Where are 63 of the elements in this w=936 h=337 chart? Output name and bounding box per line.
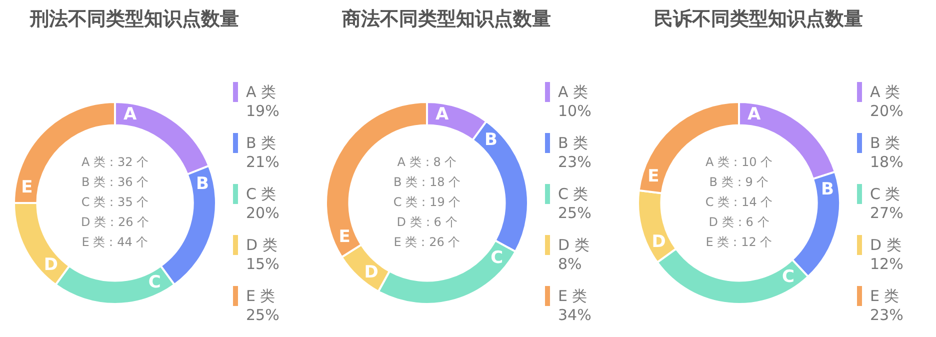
legend-label: C 类 bbox=[558, 184, 588, 204]
text: C bbox=[490, 248, 504, 268]
legend-label: A 类 bbox=[246, 82, 276, 102]
text: B bbox=[196, 174, 209, 194]
text: E 类：44 个 bbox=[82, 235, 148, 250]
data-label: 20% bbox=[245, 204, 280, 223]
text: B bbox=[484, 130, 498, 150]
legend-label: A 类 bbox=[870, 82, 900, 102]
legend-label: A 类 bbox=[558, 82, 588, 102]
data-label: 23% bbox=[557, 153, 592, 172]
legend-label: D 类 bbox=[870, 236, 902, 254]
legend-label: D 类 bbox=[558, 236, 590, 254]
chart-title: 刑法不同类型知识点数量 bbox=[30, 7, 239, 32]
text: D 类：6 个 bbox=[396, 215, 458, 230]
data-label: 18% bbox=[869, 153, 904, 172]
text: E bbox=[338, 226, 350, 247]
text: C bbox=[148, 272, 161, 293]
text: B 类：36 个 bbox=[81, 175, 149, 190]
text: D 类：26 个 bbox=[80, 215, 150, 230]
text: A bbox=[124, 104, 137, 124]
data-label: 8% bbox=[557, 255, 583, 274]
legend-label: E 类 bbox=[558, 286, 588, 306]
data-label: 15% bbox=[245, 255, 280, 274]
data-label: 25% bbox=[245, 306, 280, 325]
text: E bbox=[648, 166, 660, 186]
data-label: 21% bbox=[245, 153, 280, 172]
text: A 类：8 个 bbox=[397, 155, 457, 170]
text: E 类：12 个 bbox=[706, 235, 772, 250]
legend-label: C 类 bbox=[870, 184, 900, 204]
text: B bbox=[820, 180, 834, 200]
text: E bbox=[21, 177, 33, 198]
legend-label: B 类 bbox=[558, 134, 588, 152]
text: E 类：26 个 bbox=[394, 235, 460, 250]
text: D bbox=[652, 232, 666, 252]
text: A 类：32 个 bbox=[81, 155, 149, 170]
data-label: 10% bbox=[557, 102, 592, 121]
data-label: 25% bbox=[557, 204, 592, 223]
legend-label: B 类 bbox=[246, 134, 276, 152]
text: D bbox=[364, 262, 378, 282]
text: A bbox=[436, 104, 449, 124]
text: A 类：10 个 bbox=[705, 155, 773, 170]
data-label: 12% bbox=[869, 255, 904, 274]
data-label: 27% bbox=[869, 204, 904, 223]
text: B 类：9 个 bbox=[709, 175, 769, 190]
text: C 类：19 个 bbox=[393, 195, 461, 210]
legend-label: E 类 bbox=[246, 286, 276, 306]
data-label: 20% bbox=[869, 102, 904, 121]
text: A bbox=[748, 104, 761, 124]
text: C 类：35 个 bbox=[81, 195, 149, 210]
text: D bbox=[44, 254, 58, 275]
legend-label: B 类 bbox=[870, 134, 900, 152]
text: C 类：14 个 bbox=[705, 195, 773, 210]
text: D 类：6 个 bbox=[708, 215, 770, 230]
chart-title: 民诉不同类型知识点数量 bbox=[654, 7, 863, 32]
text: C bbox=[782, 266, 795, 287]
legend-label: D 类 bbox=[246, 236, 278, 254]
legend-label: C 类 bbox=[246, 184, 276, 204]
legend-label: E 类 bbox=[870, 286, 900, 306]
data-label: 19% bbox=[245, 102, 280, 121]
data-label: 23% bbox=[869, 306, 904, 325]
text: B 类：18 个 bbox=[393, 175, 461, 190]
data-label: 34% bbox=[557, 306, 592, 325]
chart-title: 商法不同类型知识点数量 bbox=[342, 7, 551, 32]
